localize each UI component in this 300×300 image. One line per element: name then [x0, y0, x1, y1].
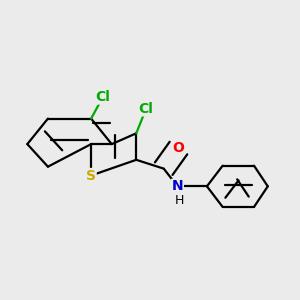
Text: O: O [172, 141, 184, 155]
Text: N: N [172, 179, 183, 193]
Text: Cl: Cl [139, 102, 154, 116]
Text: S: S [86, 169, 96, 182]
Text: H: H [175, 194, 184, 207]
Text: Cl: Cl [95, 90, 110, 104]
